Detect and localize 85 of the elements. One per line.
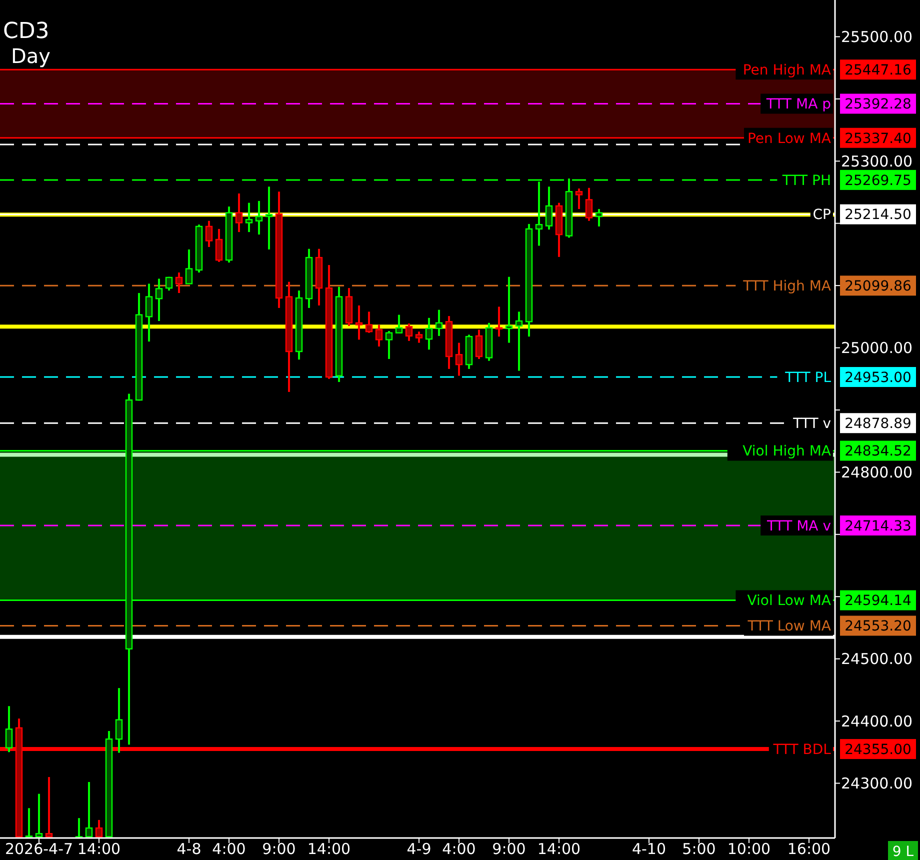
text: 24594.14 [844,593,912,610]
x-tick-label: 14:00 [537,840,581,858]
candlestick [205,220,213,248]
ref-line-label: TTT Low MA [746,618,832,635]
x-tick-label: 9:00 [492,840,526,858]
candlestick [435,308,443,337]
x-tick-label: 4:00 [442,840,476,858]
candlestick [395,314,403,334]
candlestick [405,322,413,342]
x-tick-label: 2026-4-7 [4,840,74,858]
text: 25269.75 [844,172,912,189]
y-tick-label: 25500.00 [841,28,913,46]
y-tick-label: 25000.00 [841,339,913,358]
candlestick [245,202,253,234]
candlestick [155,278,163,322]
candlestick [475,328,483,360]
y-tick-label: 24400.00 [841,712,913,730]
candlestick [545,186,553,231]
candlestick [515,310,523,372]
candlestick [95,818,103,838]
y-tick-label: 24300.00 [841,774,913,793]
candlestick [375,324,383,348]
ref-line-label: Viol High MA [742,444,832,460]
candlestick [175,271,183,294]
x-tick-label: 4:00 [212,840,246,858]
x-tick-label: 4-10 [632,840,666,858]
ref-line-label: TTT PH [781,172,831,189]
text: 24953.00 [844,370,912,386]
text: 24553.20 [844,618,912,635]
text: 25447.16 [844,62,912,78]
ref-line-label: CP [812,207,831,224]
candlestick [235,192,243,234]
candlestick [145,282,153,343]
candlestick [215,228,223,263]
text: 25099.86 [844,278,912,295]
ref-line-label: Pen High MA [742,62,832,78]
text: 9 L [892,844,914,860]
candlestick [505,276,513,344]
x-tick-label: 5:00 [682,840,716,858]
text: 25214.50 [844,207,912,224]
candlestick [495,306,503,338]
ref-line-label: TTT BDL [772,742,832,758]
candlestick [365,310,373,334]
text: 25337.40 [844,130,912,147]
text: 24834.52 [844,444,912,460]
x-tick-label: 14:00 [307,840,351,858]
candlestick [185,248,193,285]
text: 24878.89 [844,416,912,432]
ref-line-label: TTT MA p [765,96,832,113]
candlestick [355,304,363,341]
ref-line-label: Pen Low MA [747,130,832,147]
x-tick-label: 9:00 [262,840,296,858]
y-tick-label: 24500.00 [841,650,913,668]
x-tick-label: 10:00 [727,840,771,858]
candlestick [5,705,13,754]
ref-line-label: TTT v [792,416,831,432]
candlestick [85,781,93,838]
x-tick-label: 16:00 [787,840,831,858]
text: CD3 [3,19,50,44]
candlestick [165,276,173,292]
x-tick-label: 14:00 [77,840,121,858]
ref-line-label: TTT MA v [766,518,831,534]
y-tick-label: 24800.00 [841,463,913,482]
candlestick [575,188,583,210]
candlestick [45,776,53,838]
candlestick [595,208,603,228]
x-tick-label: 4-8 [176,840,202,858]
ref-line-label: TTT PL [784,370,832,386]
candlestick [455,342,463,377]
candlestick [415,330,423,344]
text: 24355.00 [844,742,912,758]
candlestick [425,316,433,351]
candlestick [385,330,393,360]
x-tick-label: 4-9 [406,840,432,858]
ref-line-label: TTT High MA [742,278,832,295]
candlestick [115,687,123,754]
candlestick [265,186,273,250]
y-tick-label: 25300.00 [841,152,913,170]
text: Day [11,44,51,68]
candlestick [585,186,593,222]
candlestick [35,792,43,838]
text: 24714.33 [844,518,912,534]
ref-line-label: Viol Low MA [747,593,832,610]
candlestick [255,200,263,236]
text: 25392.28 [844,96,912,113]
